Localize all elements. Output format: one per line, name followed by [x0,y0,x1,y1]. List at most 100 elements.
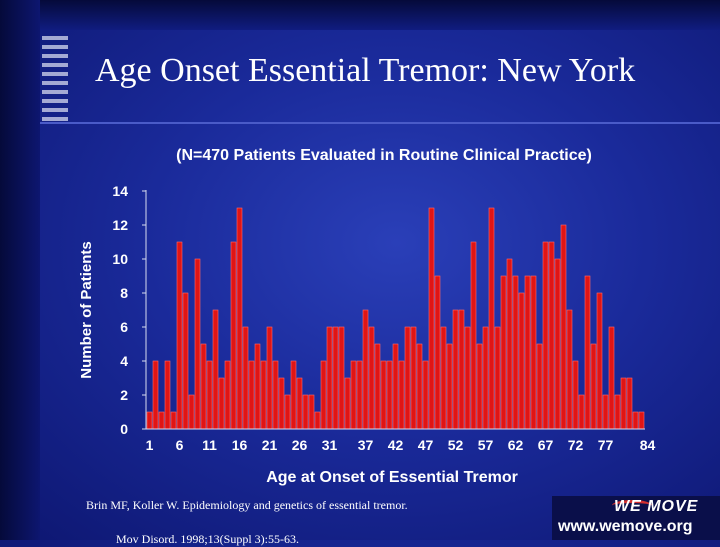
logo-url-link[interactable]: www.wemove.org [558,518,693,535]
bar-age-39 [374,343,381,430]
bar-age-28 [308,394,315,430]
bar-age-35 [350,360,357,430]
bar-age-33 [338,326,345,430]
x-axis-label: Age at Onset of Essential Tremor [266,469,518,486]
axes-group [145,190,645,430]
bar-age-53 [458,309,465,430]
bar-age-52 [452,309,459,430]
wemove-logo[interactable]: WE MOVE www.wemove.org [552,496,720,540]
bar-age-64 [524,275,531,430]
bar-age-69 [554,258,561,430]
bar-age-80 [620,377,627,430]
bar-age-51 [446,343,453,430]
bar-age-25 [290,360,297,430]
bar-age-22 [272,360,279,430]
bar-age-2 [152,360,159,430]
bar-age-16 [236,207,243,430]
y-tick-label: 6 [120,319,128,335]
bar-age-47 [422,360,429,430]
x-tick-label: 77 [598,437,614,453]
x-tick-label: 57 [478,437,494,453]
bar-age-17 [242,326,249,430]
x-tick-label: 52 [448,437,464,453]
bar-age-58 [488,207,495,430]
bar-age-1 [146,411,153,430]
x-tick-label: 11 [202,437,217,453]
slide-frame-top [0,0,720,30]
bar-age-34 [344,377,351,430]
bar-age-11 [206,360,213,430]
slide-frame-left [0,0,40,540]
title-divider [40,122,720,124]
bar-age-75 [590,343,597,430]
bar-age-31 [326,326,333,430]
bar-age-44 [404,326,411,430]
bar-age-66 [536,343,543,430]
x-tick-label: 16 [232,437,248,453]
bar-age-56 [476,343,483,430]
bar-age-21 [266,326,273,430]
x-tick-label: 6 [176,437,184,453]
bar-age-81 [626,377,633,430]
bar-age-83 [638,411,645,430]
bar-age-82 [632,411,639,430]
logo-swoosh-icon [612,500,652,511]
x-tick-label: 31 [322,437,338,453]
bar-age-10 [200,343,207,430]
bar-age-79 [614,394,621,430]
bar-age-6 [176,241,183,430]
bars-group [146,207,645,430]
bar-age-72 [572,360,579,430]
x-tick-label: 37 [358,437,374,453]
bar-age-13 [218,377,225,430]
bar-age-4 [164,360,171,430]
y-tick-label: 4 [120,353,128,369]
bar-age-18 [248,360,255,430]
bar-age-48 [428,207,435,430]
slide-title: Age Onset Essential Tremor: New York [95,52,636,89]
bar-age-7 [182,292,189,430]
x-tick-label: 26 [292,437,308,453]
x-tick-label: 67 [538,437,554,453]
bar-age-50 [440,326,447,430]
bar-age-70 [560,224,567,430]
bar-age-62 [512,275,519,430]
y-tick-label: 12 [112,217,128,233]
bar-age-46 [416,343,423,430]
logo-brand-text: WE MOVE [614,498,699,515]
bar-age-24 [284,394,291,430]
x-tick-label: 21 [262,437,278,453]
y-tick-label: 0 [120,421,128,437]
bar-age-61 [506,258,513,430]
x-tick-label: 84 [640,437,656,453]
x-tick-label: 62 [508,437,524,453]
bar-age-77 [602,394,609,430]
bar-age-20 [260,360,267,430]
bar-age-27 [302,394,309,430]
bar-age-37 [362,309,369,430]
bar-age-14 [224,360,231,430]
bar-age-23 [278,377,285,430]
bar-age-74 [584,275,591,430]
y-tick-label: 2 [120,387,128,403]
y-tick-label: 8 [120,285,128,301]
bar-age-19 [254,343,261,430]
bar-age-41 [386,360,393,430]
bar-age-36 [356,360,363,430]
bar-age-78 [608,326,615,430]
bar-age-68 [548,241,555,430]
bar-age-29 [314,411,321,430]
bar-age-26 [296,377,303,430]
x-tick-label: 47 [418,437,434,453]
bar-age-45 [410,326,417,430]
bar-age-9 [194,258,201,430]
y-ticks-group: 0 2 4 6 8 10 12 14 [112,183,146,437]
bar-age-43 [398,360,405,430]
x-ticks-group: 1 6 11 16 21 26 31 37 42 47 52 57 62 67 72 77 84 [146,437,656,453]
bar-age-71 [566,309,573,430]
bar-age-38 [368,326,375,430]
decorative-stripes [42,36,68,122]
bar-age-32 [332,326,339,430]
bar-age-12 [212,309,219,430]
